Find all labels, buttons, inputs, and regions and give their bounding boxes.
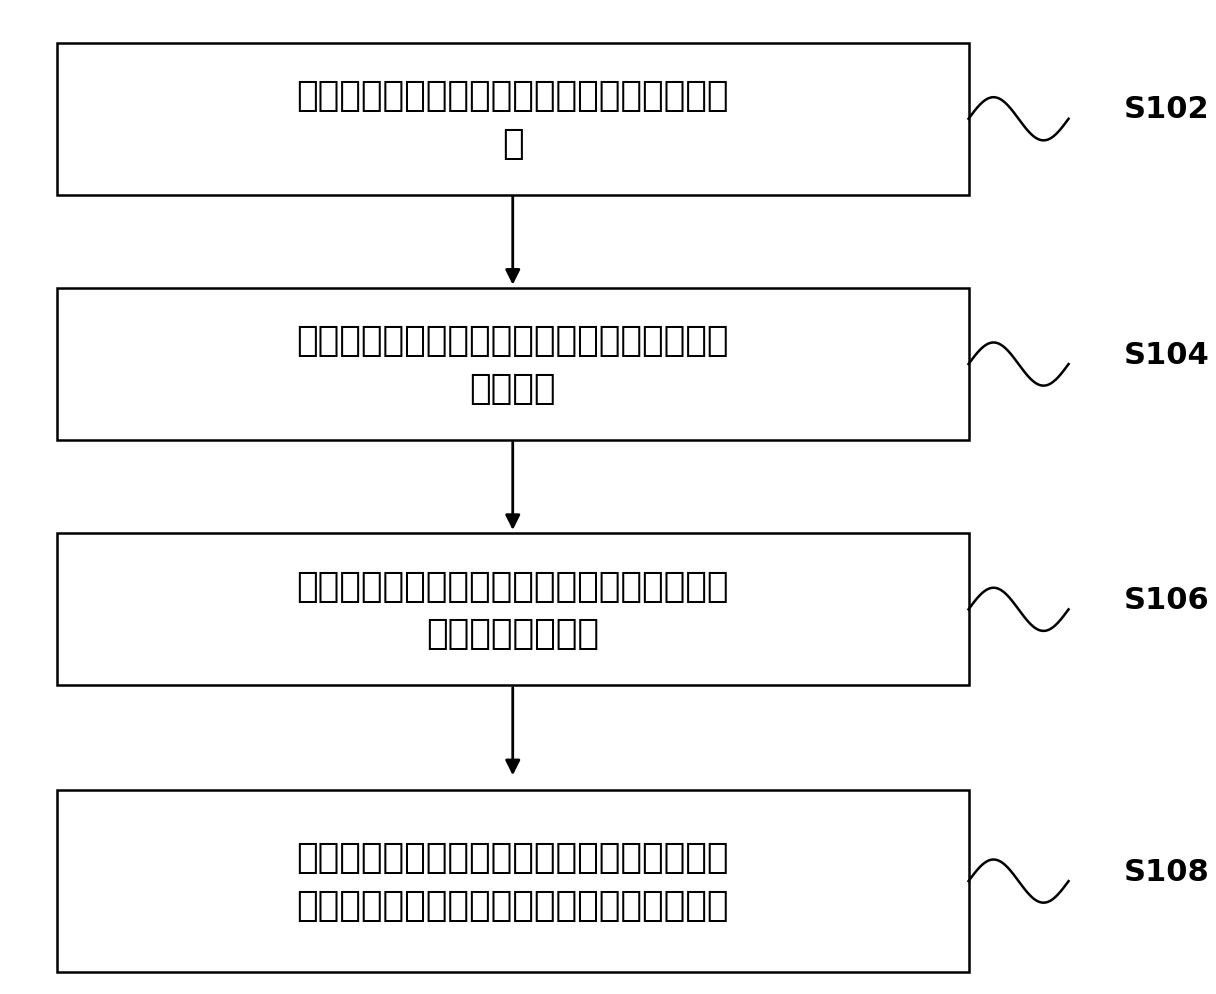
Text: 将无标签的结构化数据输入进行稀疏自编码网
络中，以对无标签的结构化数据进行降维处理: 将无标签的结构化数据输入进行稀疏自编码网 络中，以对无标签的结构化数据进行降维处… [297,841,730,921]
Text: 将特征重要性数值进行归一化处理得到特征重
要性向量: 将特征重要性数值进行归一化处理得到特征重 要性向量 [297,324,730,406]
FancyBboxPatch shape [57,44,968,196]
Text: 将特征重要性向量传递至稀疏自编码网络中，
以影响神经元权重: 将特征重要性向量传递至稀疏自编码网络中， 以影响神经元权重 [297,569,730,650]
Text: S102: S102 [1124,95,1210,124]
FancyBboxPatch shape [57,790,968,972]
Text: S104: S104 [1124,340,1210,370]
Text: S108: S108 [1124,857,1210,886]
Text: 从训练数据中提取预设场景下的特征重要性数
值: 从训练数据中提取预设场景下的特征重要性数 值 [297,79,730,160]
FancyBboxPatch shape [57,534,968,686]
FancyBboxPatch shape [57,288,968,440]
Text: S106: S106 [1124,585,1210,614]
